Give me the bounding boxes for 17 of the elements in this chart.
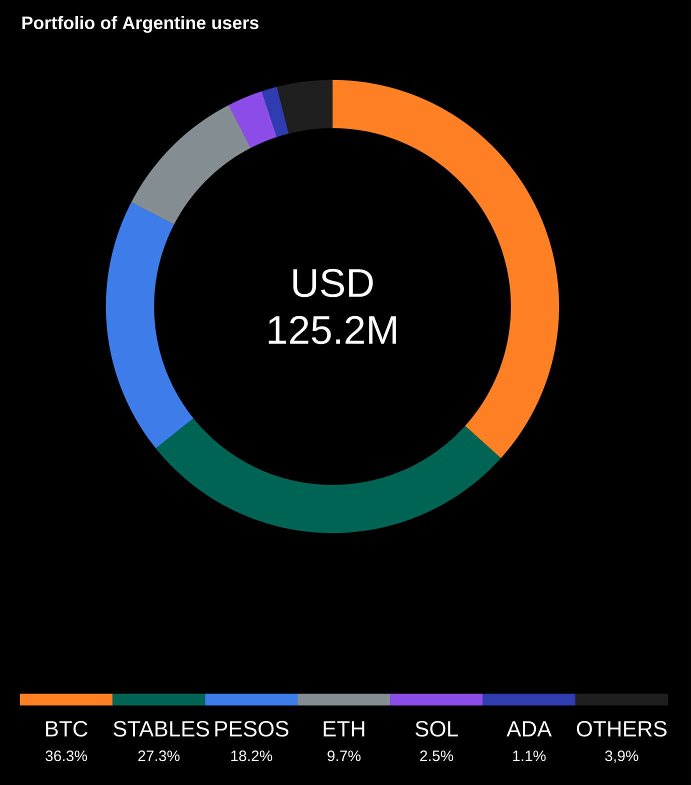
text: 125.2M bbox=[268, 316, 396, 344]
legend-label: SOL bbox=[416, 720, 458, 737]
legend-label: STABLES bbox=[114, 720, 209, 737]
data-label: 27.3% bbox=[138, 750, 180, 762]
data-label: 18.2% bbox=[231, 750, 272, 762]
data-label: 3,9% bbox=[605, 750, 638, 763]
legend-label: OTHERS bbox=[576, 720, 667, 737]
data-label: 36.3% bbox=[46, 750, 88, 762]
text: USD bbox=[293, 268, 373, 298]
chart-title: Portfolio of Argentine users bbox=[22, 16, 258, 33]
data-label: 2.5% bbox=[420, 750, 454, 762]
legend-label: PESOS bbox=[215, 720, 288, 737]
legend-label: BTC bbox=[46, 720, 88, 737]
legend-label: ETH bbox=[324, 721, 364, 736]
legend-label: ADA bbox=[506, 721, 552, 736]
data-label: 9.7% bbox=[328, 750, 361, 762]
data-label: 1.1% bbox=[513, 750, 546, 762]
